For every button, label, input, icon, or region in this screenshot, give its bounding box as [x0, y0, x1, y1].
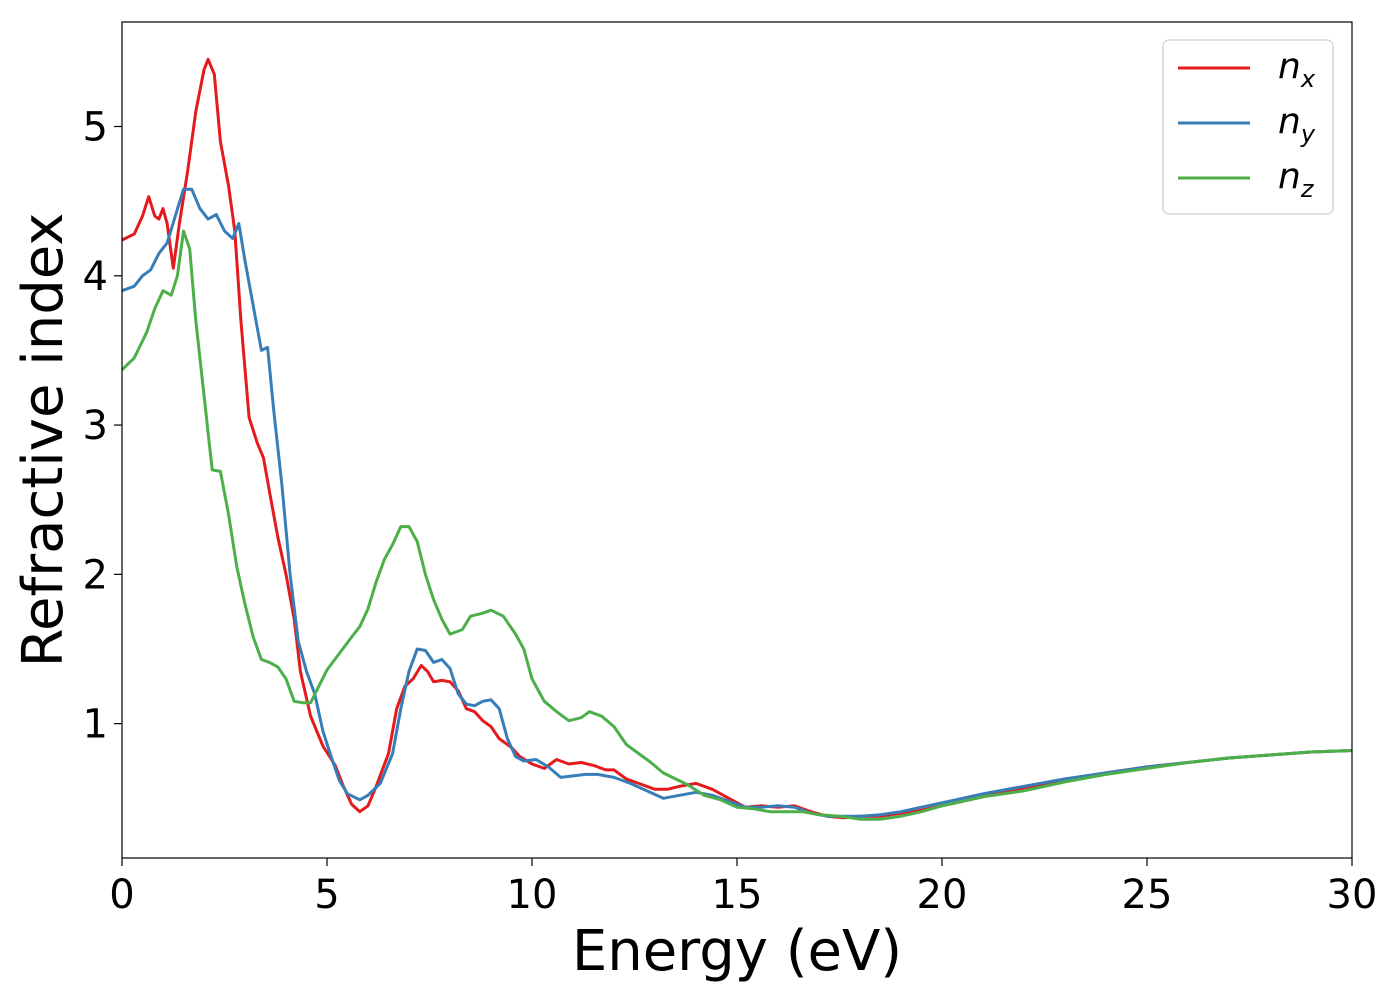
x-axis-title: Energy (eV) — [572, 919, 902, 984]
x-tick-label: 25 — [1122, 872, 1173, 918]
x-tick-label: 15 — [712, 872, 763, 918]
legend-label-base: n — [1278, 156, 1301, 197]
series-line-y — [121, 187, 1353, 818]
legend-label-subscript: z — [1300, 175, 1315, 203]
legend-label-subscript: y — [1300, 120, 1316, 148]
legend-label-z: nz — [1278, 156, 1315, 203]
y-axis-title: Refractive index — [11, 213, 76, 668]
x-tick-label: 10 — [507, 872, 558, 918]
y-tick-label: 5 — [83, 105, 108, 151]
y-tick-label: 3 — [83, 403, 108, 449]
legend-label-y: ny — [1278, 101, 1316, 148]
series-line-z — [120, 229, 1353, 821]
x-tick-label: 0 — [109, 872, 134, 918]
legend-label-base: n — [1278, 46, 1301, 87]
legend-label-base: n — [1278, 101, 1301, 142]
x-tick-label: 20 — [917, 872, 968, 918]
series-lines — [120, 57, 1353, 821]
x-tick-label: 30 — [1327, 872, 1378, 918]
y-tick-label: 4 — [83, 254, 108, 300]
y-tick-label: 1 — [83, 702, 108, 748]
legend-label-x: nx — [1278, 46, 1316, 93]
legend-label-subscript: x — [1300, 65, 1316, 93]
x-tick-label: 5 — [314, 872, 339, 918]
y-tick-label: 2 — [83, 552, 108, 598]
axis-ticks: 0 5 10 15 20 25 30 1 2 3 4 5 — [83, 105, 1378, 919]
legend-box — [1162, 39, 1334, 215]
